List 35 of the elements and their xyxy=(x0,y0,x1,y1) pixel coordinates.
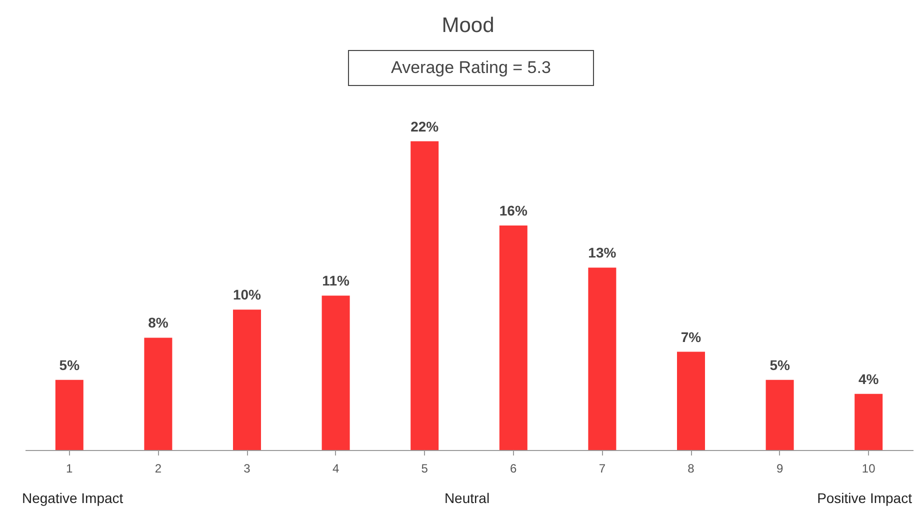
chart-title: Mood xyxy=(440,14,496,38)
bar xyxy=(322,296,350,450)
data-label: 22% xyxy=(410,118,440,134)
x-tick-label: 5 xyxy=(421,462,428,476)
x-tick-label: 1 xyxy=(66,462,74,476)
x-tick-label: 10 xyxy=(862,462,876,476)
bar xyxy=(499,225,528,450)
bar xyxy=(233,310,261,450)
x-tick-label: 7 xyxy=(598,462,606,476)
x-tick-label: 2 xyxy=(154,462,162,476)
x-tick-label: 8 xyxy=(688,462,695,476)
bar xyxy=(588,268,616,450)
data-label: 10% xyxy=(232,286,262,303)
data-label: 5% xyxy=(770,356,790,373)
text: Negative Impact xyxy=(22,490,124,506)
bar xyxy=(854,394,883,450)
data-label: 13% xyxy=(588,244,617,261)
chart-subtitle: Average Rating = 5.3 xyxy=(348,50,594,86)
data-label: 7% xyxy=(680,328,702,345)
bar xyxy=(766,380,794,450)
data-label: 8% xyxy=(148,314,169,331)
text: Positive Impact xyxy=(817,490,912,506)
data-label: 16% xyxy=(499,202,528,218)
data-label: 11% xyxy=(322,272,350,289)
x-tick-label: 9 xyxy=(776,462,784,476)
data-label: 4% xyxy=(858,370,880,387)
text: Neutral xyxy=(444,490,490,506)
x-tick-label: 3 xyxy=(244,462,251,476)
bar xyxy=(55,380,84,450)
bar xyxy=(410,141,439,450)
x-tick-label: 4 xyxy=(332,462,340,476)
bar xyxy=(144,338,172,450)
data-label: 5% xyxy=(59,356,80,373)
x-tick-label: 6 xyxy=(510,462,518,476)
bar xyxy=(677,352,705,450)
